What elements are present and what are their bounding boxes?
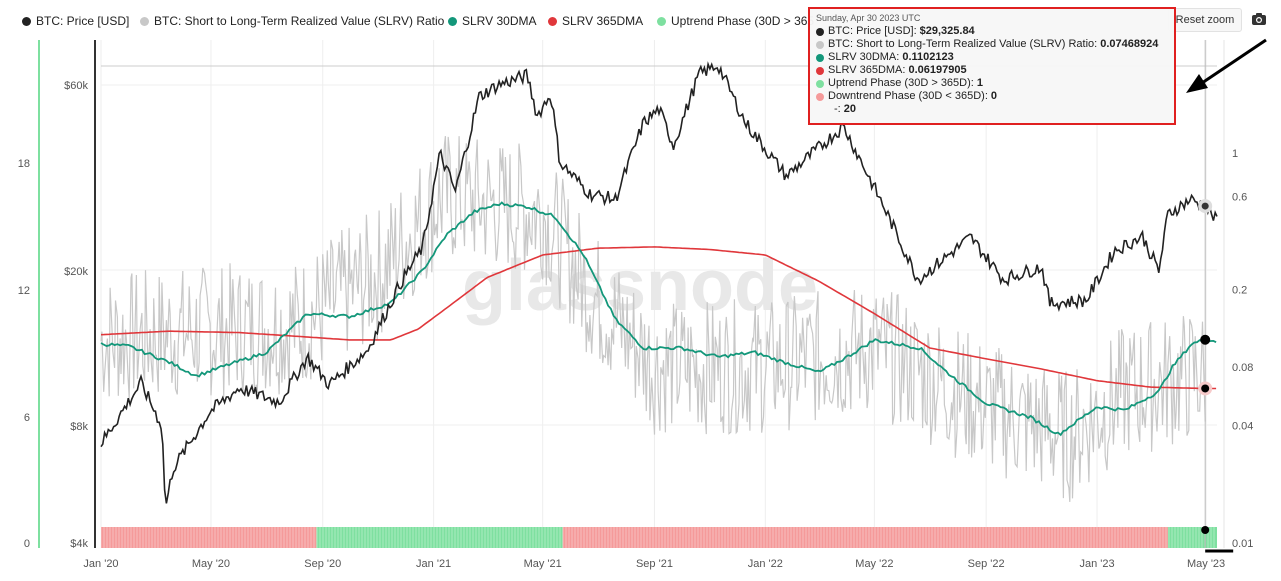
- ratio-axis-tick: 1: [1232, 148, 1238, 160]
- legend-swatch: [448, 16, 457, 26]
- slrv-ratio-line: [100, 136, 1206, 502]
- price-axis-tick: $8k: [70, 421, 88, 433]
- tooltip-row: -: 20: [834, 103, 856, 115]
- left-axis-tick: 18: [18, 158, 30, 170]
- price-axis-tick: $4k: [70, 538, 88, 550]
- left-axis-tick: 6: [24, 412, 30, 424]
- ratio-axis-tick: 0.08: [1232, 362, 1253, 374]
- price-axis-tick: $20k: [64, 266, 88, 278]
- ratio-axis-tick: 0.04: [1232, 421, 1253, 433]
- chart-legend: BTC: Price [USD] BTC: Short to Long-Term …: [0, 0, 1281, 38]
- reset-zoom-button[interactable]: Reset zoom: [1168, 8, 1242, 32]
- legend-item[interactable]: Uptrend Phase (30D > 365: [657, 14, 814, 28]
- x-axis-tick: May '21: [524, 558, 562, 570]
- legend-label: SLRV 30DMA: [462, 14, 537, 28]
- x-axis-tick: Sep '22: [968, 558, 1005, 570]
- tooltip-row: Uptrend Phase (30D > 365D): 1: [816, 77, 1168, 90]
- price-axis-tick: $60k: [64, 80, 88, 92]
- ratio-axis-tick: 0.01: [1232, 538, 1253, 550]
- x-axis-tick: May '20: [192, 558, 230, 570]
- ratio-axis-tick: 0.6: [1232, 191, 1247, 203]
- x-axis-tick: Jan '21: [416, 558, 451, 570]
- x-axis-tick: Jan '20: [83, 558, 118, 570]
- watermark: glassnode: [462, 246, 818, 326]
- legend-item[interactable]: SLRV 365DMA: [548, 14, 643, 28]
- ma365-marker: [1201, 384, 1210, 393]
- tooltip-row: BTC: Short to Long-Term Realized Value (…: [816, 38, 1168, 51]
- camera-icon[interactable]: [1248, 8, 1270, 30]
- legend-label: BTC: Price [USD]: [36, 14, 130, 28]
- ma30-marker: [1200, 334, 1211, 345]
- tooltip-date: Sunday, Apr 30 2023 UTC: [816, 13, 921, 23]
- annotation-arrow-head: [1186, 74, 1208, 93]
- tooltip-row: BTC: Price [USD]: $29,325.84: [816, 25, 1168, 38]
- x-axis-tick: Sep '21: [636, 558, 673, 570]
- x-axis-tick: Sep '20: [304, 558, 341, 570]
- tooltip-row: Downtrend Phase (30D < 365D): 0: [816, 90, 1168, 103]
- legend-item[interactable]: SLRV 30DMA: [448, 14, 536, 28]
- phase-marker: [1201, 526, 1210, 534]
- left-axis-tick: 0: [24, 538, 30, 550]
- legend-item[interactable]: BTC: Price [USD]: [22, 14, 129, 28]
- legend-swatch: [140, 16, 149, 26]
- x-axis-tick: May '22: [855, 558, 893, 570]
- legend-swatch: [657, 16, 666, 26]
- legend-swatch: [548, 16, 557, 26]
- x-axis-tick: May '23: [1187, 558, 1225, 570]
- legend-label: BTC: Short to Long-Term Realized Value (…: [154, 14, 445, 28]
- phase-bar: [101, 527, 317, 548]
- tooltip-row: SLRV 365DMA: 0.06197905: [816, 64, 1168, 77]
- ratio-axis-tick: 0.2: [1232, 284, 1247, 296]
- phase-bar: [316, 527, 563, 548]
- left-axis-tick: 12: [18, 285, 30, 297]
- annotation-arrow-shaft: [1195, 38, 1267, 89]
- hover-tooltip: Sunday, Apr 30 2023 UTC BTC: Price [USD]…: [808, 7, 1176, 125]
- slrv-365dma-line: [100, 246, 1217, 390]
- slrv-30dma-line: [100, 201, 1217, 437]
- legend-item[interactable]: BTC: Short to Long-Term Realized Value (…: [140, 14, 444, 28]
- x-axis-tick: Jan '22: [748, 558, 783, 570]
- legend-label: Uptrend Phase (30D > 365: [671, 14, 815, 28]
- x-axis-tick: Jan '23: [1079, 558, 1114, 570]
- tooltip-row: SLRV 30DMA: 0.1102123: [816, 51, 1168, 64]
- legend-swatch: [22, 16, 31, 26]
- legend-label: SLRV 365DMA: [562, 14, 644, 28]
- price-marker: [1201, 202, 1209, 210]
- phase-bar: [562, 527, 1168, 548]
- btc-price-line: [100, 61, 1218, 504]
